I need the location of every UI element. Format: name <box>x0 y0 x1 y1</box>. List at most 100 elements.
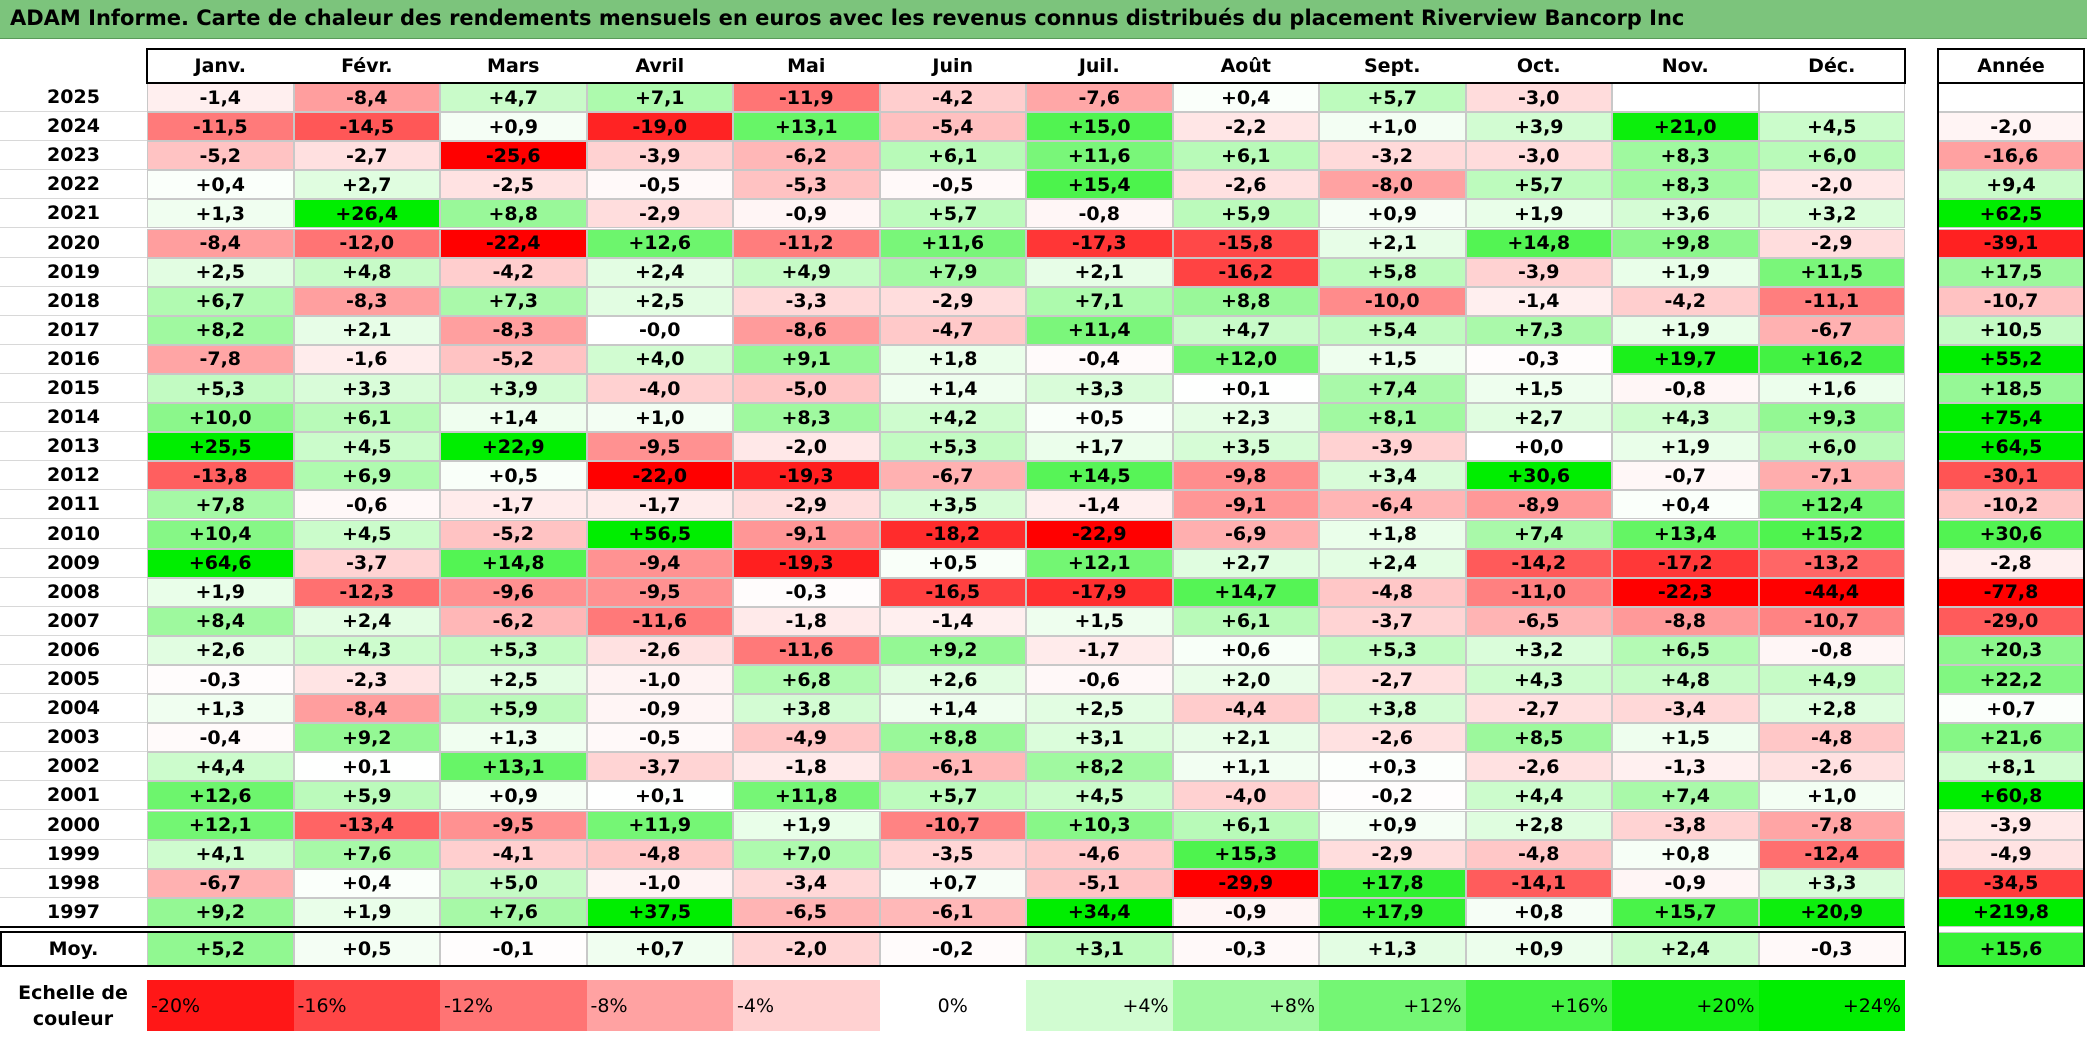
heatmap-cell: +8,4 <box>147 606 294 636</box>
year-label: 2010 <box>0 519 147 549</box>
heatmap-cell: -19,0 <box>586 112 733 142</box>
heatmap-cell: -19,3 <box>733 461 880 491</box>
heatmap-cell: +30,6 <box>1465 461 1612 491</box>
month-header: Janv. <box>147 48 294 83</box>
heatmap-cell: +34,4 <box>1026 897 1173 927</box>
heatmap-cell: -25,6 <box>440 141 587 171</box>
average-cell: +0,9 <box>1465 932 1612 966</box>
heatmap-cell: -3,5 <box>879 839 1026 869</box>
heatmap-cell: +7,1 <box>1026 286 1173 316</box>
heatmap-cell: +22,9 <box>440 432 587 462</box>
heatmap-cell: +21,0 <box>1612 112 1759 142</box>
heatmap-cell: -4,2 <box>1612 286 1759 316</box>
heatmap-cell: -3,8 <box>1612 810 1759 840</box>
heatmap-cell: -2,0 <box>1758 170 1905 200</box>
heatmap-cell: -2,3 <box>293 665 440 695</box>
average-cell: -2,0 <box>733 932 880 966</box>
heatmap-cell: -6,1 <box>879 752 1026 782</box>
heatmap-cell: +2,5 <box>1026 694 1173 724</box>
heatmap-cell: -3,4 <box>1612 694 1759 724</box>
heatmap-cell: +5,3 <box>1319 635 1466 665</box>
heatmap-cell: +0,1 <box>1172 374 1319 404</box>
month-header: Nov. <box>1612 48 1759 83</box>
heatmap-cell: +2,5 <box>147 257 294 287</box>
heatmap-cell: -11,6 <box>733 635 880 665</box>
heatmap-cell: +6,9 <box>293 461 440 491</box>
heatmap-cell: +2,7 <box>1172 548 1319 578</box>
heatmap-cell: +6,1 <box>1172 141 1319 171</box>
heatmap-cell: -1,7 <box>440 490 587 520</box>
heatmap-cell: +19,7 <box>1612 344 1759 374</box>
heatmap-cell: -3,4 <box>733 868 880 898</box>
heatmap-cell: +4,5 <box>293 519 440 549</box>
heatmap-cell: +6,0 <box>1758 141 1905 171</box>
annual-cell: +18,5 <box>1938 374 2084 404</box>
heatmap-cell: +1,3 <box>147 199 294 229</box>
heatmap-cell: -22,4 <box>440 228 587 258</box>
heatmap-cell: -4,2 <box>440 257 587 287</box>
heatmap-cell: +1,3 <box>147 694 294 724</box>
heatmap-cell: +1,5 <box>1612 723 1759 753</box>
annual-cell: +55,2 <box>1938 344 2084 374</box>
year-label: 2023 <box>0 141 147 171</box>
page-title: ADAM Informe. Carte de chaleur des rende… <box>10 6 1685 30</box>
heatmap-cell: -5,2 <box>147 141 294 171</box>
heatmap-cell: -1,6 <box>293 344 440 374</box>
heatmap-cell: +0,9 <box>1319 199 1466 229</box>
heatmap-cell: +0,8 <box>1465 897 1612 927</box>
heatmap-cell: +5,4 <box>1319 315 1466 345</box>
year-label: 2018 <box>0 286 147 316</box>
heatmap-cell: -12,4 <box>1758 839 1905 869</box>
heatmap-cell: +13,4 <box>1612 519 1759 549</box>
heatmap-cell: +1,0 <box>586 403 733 433</box>
heatmap-cell: +11,6 <box>1026 141 1173 171</box>
heatmap-cell: -6,5 <box>733 897 880 927</box>
annual-cell: +20,3 <box>1938 635 2084 665</box>
heatmap-cell: +7,0 <box>733 839 880 869</box>
heatmap-cell <box>1612 83 1759 113</box>
heatmap-cell: +3,8 <box>1319 694 1466 724</box>
year-label: 2025 <box>0 83 147 113</box>
year-label: 2002 <box>0 752 147 782</box>
heatmap-cell: -1,8 <box>733 752 880 782</box>
heatmap-cell: +1,0 <box>1319 112 1466 142</box>
heatmap-cell: +3,6 <box>1612 199 1759 229</box>
heatmap-cell: +8,8 <box>440 199 587 229</box>
heatmap-cell: -14,2 <box>1465 548 1612 578</box>
scale-swatch: +8% <box>1172 980 1319 1031</box>
heatmap-cell: +2,4 <box>1319 548 1466 578</box>
heatmap-cell: +11,6 <box>879 228 1026 258</box>
heatmap-cell: -6,7 <box>147 868 294 898</box>
heatmap-cell: -7,6 <box>1026 83 1173 113</box>
annual-cell: +0,7 <box>1938 694 2084 724</box>
heatmap-cell: +1,5 <box>1465 374 1612 404</box>
heatmap-cell: +2,7 <box>293 170 440 200</box>
heatmap-cell: -0,9 <box>733 199 880 229</box>
heatmap-cell: +3,5 <box>1172 432 1319 462</box>
annual-cell: -30,1 <box>1938 461 2084 491</box>
heatmap-cell: +1,9 <box>1612 432 1759 462</box>
annual-cell <box>1938 83 2084 113</box>
heatmap-cell: -11,1 <box>1758 286 1905 316</box>
average-cell: -0,2 <box>879 932 1026 966</box>
annual-cell: +30,6 <box>1938 519 2084 549</box>
heatmap-cell: -8,0 <box>1319 170 1466 200</box>
heatmap-cell: +7,9 <box>879 257 1026 287</box>
heatmap-cell: +2,8 <box>1465 810 1612 840</box>
heatmap-cell: -6,1 <box>879 897 1026 927</box>
heatmap-cell: +7,8 <box>147 490 294 520</box>
heatmap-cell: +5,9 <box>1172 199 1319 229</box>
heatmap-cell: -0,4 <box>1026 344 1173 374</box>
heatmap-cell: +1,4 <box>440 403 587 433</box>
heatmap-cell: +6,5 <box>1612 635 1759 665</box>
heatmap-cell: +4,9 <box>733 257 880 287</box>
heatmap-cell: -10,7 <box>1758 606 1905 636</box>
heatmap-cell: +8,3 <box>1612 141 1759 171</box>
heatmap-cell: +0,6 <box>1172 635 1319 665</box>
heatmap-cell: +5,3 <box>879 432 1026 462</box>
average-annual-cell: +15,6 <box>1938 932 2084 966</box>
annual-cell: +64,5 <box>1938 432 2084 462</box>
heatmap-cell: -6,2 <box>733 141 880 171</box>
heatmap-cell: +17,8 <box>1319 868 1466 898</box>
scale-swatch: 0% <box>879 980 1026 1031</box>
